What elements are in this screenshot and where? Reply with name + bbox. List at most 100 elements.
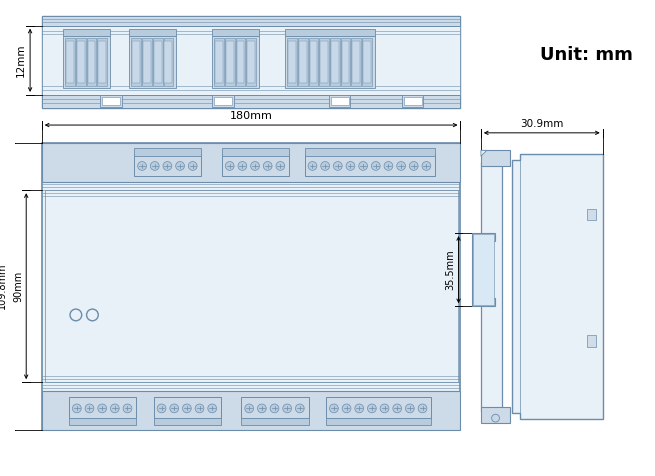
Bar <box>164 39 173 86</box>
Bar <box>242 418 309 425</box>
Bar <box>153 39 162 86</box>
Bar <box>473 234 494 305</box>
Bar <box>285 29 375 37</box>
Bar <box>305 154 435 176</box>
Bar <box>331 41 339 83</box>
Circle shape <box>371 161 380 170</box>
Bar <box>98 41 106 83</box>
Circle shape <box>359 161 367 170</box>
Bar <box>132 41 140 83</box>
Polygon shape <box>472 233 495 306</box>
Bar <box>330 39 340 86</box>
Bar <box>246 39 256 86</box>
Bar <box>64 37 110 88</box>
Circle shape <box>276 161 285 170</box>
Circle shape <box>295 404 304 413</box>
Bar <box>134 149 202 156</box>
Circle shape <box>342 404 351 413</box>
Circle shape <box>393 404 402 413</box>
Bar <box>69 418 136 425</box>
Bar <box>310 41 318 83</box>
Bar <box>134 154 202 176</box>
Bar <box>212 95 234 107</box>
Bar <box>247 41 255 83</box>
Text: 35.5mm: 35.5mm <box>445 249 456 290</box>
Circle shape <box>195 404 204 413</box>
Bar <box>132 39 141 86</box>
Bar <box>88 41 96 83</box>
Bar <box>236 39 245 86</box>
Circle shape <box>422 161 431 170</box>
Circle shape <box>380 404 389 413</box>
Bar <box>76 39 86 86</box>
Circle shape <box>189 161 197 170</box>
Polygon shape <box>481 150 487 156</box>
Text: 180mm: 180mm <box>230 111 272 121</box>
Circle shape <box>245 404 253 413</box>
Bar <box>212 29 259 37</box>
Bar <box>64 29 110 37</box>
Circle shape <box>283 404 291 413</box>
Bar <box>352 39 361 86</box>
Bar <box>352 41 360 83</box>
Bar <box>65 39 75 86</box>
Bar <box>329 95 350 107</box>
Circle shape <box>384 161 393 170</box>
Bar <box>309 39 318 86</box>
Bar <box>42 143 460 181</box>
Bar <box>42 143 460 430</box>
Bar <box>214 39 224 86</box>
Bar <box>42 26 460 95</box>
Bar <box>77 41 84 83</box>
Circle shape <box>367 404 376 413</box>
Circle shape <box>355 404 364 413</box>
Circle shape <box>321 161 329 170</box>
Bar <box>69 397 136 418</box>
Bar <box>154 418 221 425</box>
Circle shape <box>409 161 418 170</box>
Bar <box>298 39 308 86</box>
Bar <box>66 41 74 83</box>
Circle shape <box>183 404 191 413</box>
Bar <box>86 39 96 86</box>
Bar <box>143 41 151 83</box>
Circle shape <box>163 161 172 170</box>
Bar <box>130 29 176 37</box>
Text: 109.8mm: 109.8mm <box>0 263 7 309</box>
Circle shape <box>225 161 234 170</box>
Text: 90mm: 90mm <box>13 270 24 302</box>
Bar <box>42 95 460 109</box>
Circle shape <box>111 404 119 413</box>
Circle shape <box>85 404 94 413</box>
Bar <box>214 97 232 105</box>
Bar <box>222 154 289 176</box>
Bar <box>45 190 458 382</box>
Bar <box>362 39 372 86</box>
Bar <box>319 39 329 86</box>
Bar <box>326 397 431 418</box>
Bar <box>288 41 296 83</box>
Text: 12mm: 12mm <box>16 43 26 77</box>
Bar <box>100 95 122 107</box>
Bar <box>154 41 162 83</box>
Circle shape <box>405 404 414 413</box>
Bar <box>225 39 234 86</box>
Circle shape <box>208 404 217 413</box>
Bar <box>331 97 348 105</box>
Bar <box>402 95 424 107</box>
Bar <box>363 41 371 83</box>
Circle shape <box>397 161 405 170</box>
Circle shape <box>270 404 279 413</box>
Bar <box>299 41 307 83</box>
Text: 30.9mm: 30.9mm <box>520 119 563 129</box>
Bar <box>481 150 510 166</box>
Circle shape <box>123 404 132 413</box>
Circle shape <box>418 404 427 413</box>
Bar <box>287 39 297 86</box>
Circle shape <box>151 161 159 170</box>
Bar <box>98 39 107 86</box>
Bar <box>42 16 460 109</box>
Circle shape <box>251 161 259 170</box>
Bar <box>142 39 152 86</box>
Bar <box>305 149 435 156</box>
